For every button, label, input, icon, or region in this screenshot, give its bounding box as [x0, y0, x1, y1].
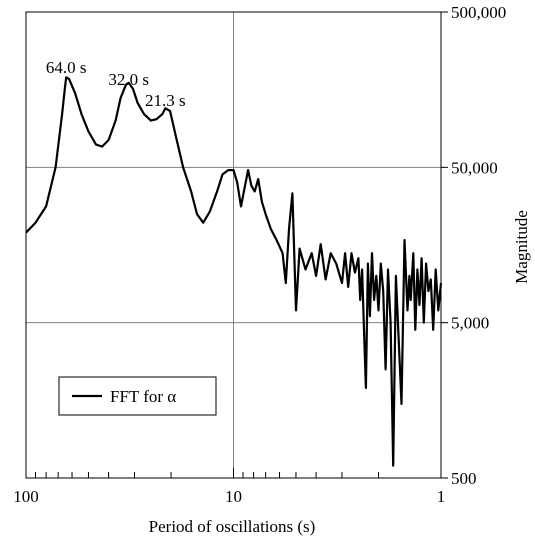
legend-box [58, 376, 217, 416]
x-tick-label: 1 [437, 487, 446, 506]
y-tick-label: 500,000 [451, 3, 506, 22]
legend: FFT for α [58, 376, 217, 416]
x-tick-label: 10 [225, 487, 242, 506]
y-axis-title: Magnitude [512, 210, 531, 284]
x-axis-title: Period of oscillations (s) [149, 517, 316, 536]
peak-label-32s: 32.0 s [108, 70, 149, 89]
y-tick-label: 500 [451, 469, 477, 488]
axis-ticks [34, 11, 448, 479]
tick-labels: 100 10 1 500 5,000 50,000 500,000 [13, 3, 506, 506]
peak-label-21s: 21.3 s [145, 91, 186, 110]
fft-series-line [25, 76, 443, 467]
grid [26, 12, 441, 478]
peak-label-64s: 64.0 s [46, 58, 87, 77]
x-tick-label: 100 [13, 487, 39, 506]
legend-label: FFT for α [110, 387, 176, 406]
y-tick-label: 5,000 [451, 314, 489, 333]
y-tick-label: 50,000 [451, 158, 498, 177]
